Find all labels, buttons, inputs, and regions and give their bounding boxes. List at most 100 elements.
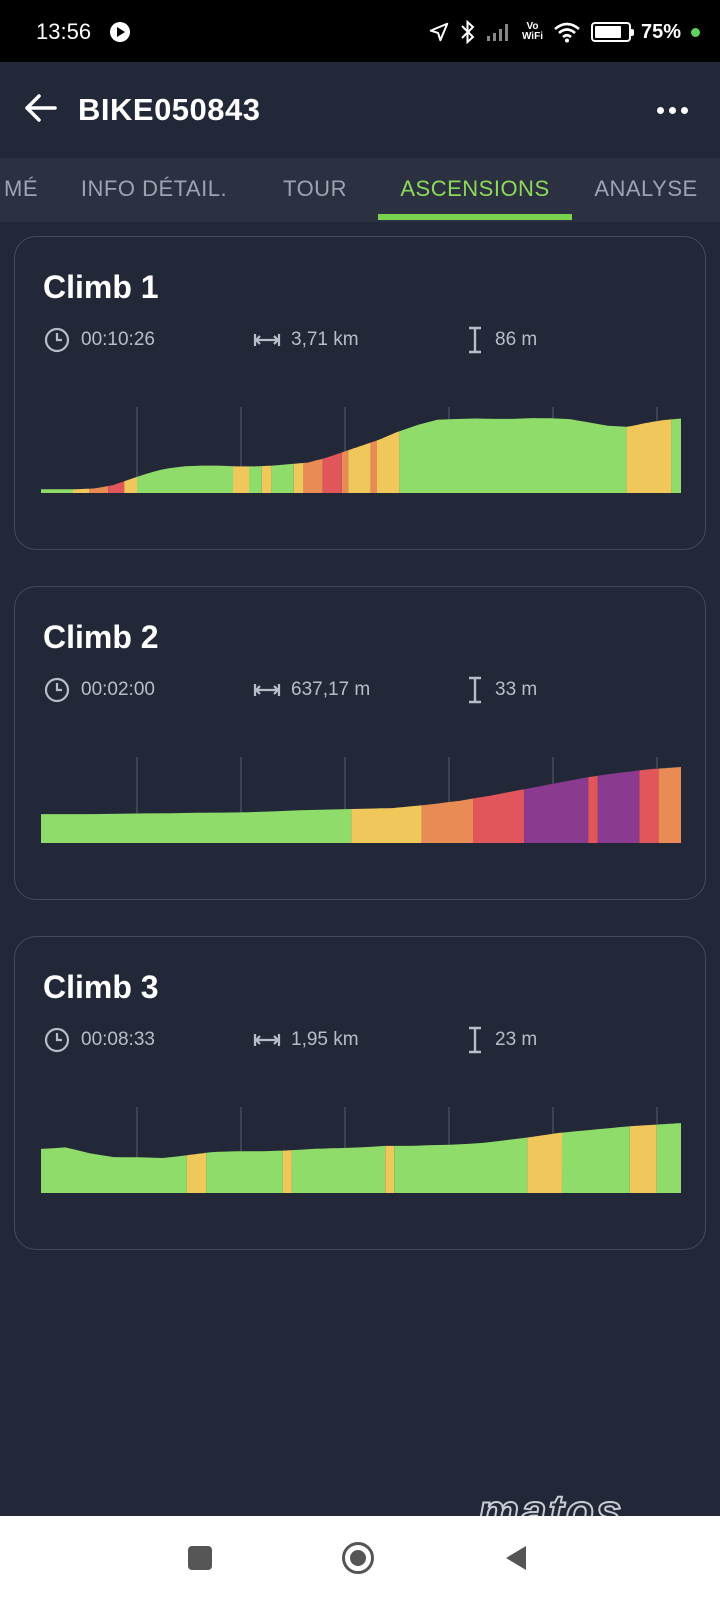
- profile-segment-green: [137, 465, 233, 493]
- profile-segment-yellow: [351, 805, 422, 843]
- more-dot: [656, 106, 664, 114]
- elevation-icon: [469, 1026, 481, 1054]
- location-arrow-icon: [429, 22, 449, 42]
- elevation-profile-chart: [41, 407, 681, 493]
- arrow-left-icon: [25, 94, 57, 122]
- climb-duration: 00:02:00: [43, 675, 155, 705]
- more-dot: [668, 106, 676, 114]
- profile-segment-purple: [597, 770, 640, 843]
- distance-icon: [253, 334, 281, 346]
- profile-segment-red: [639, 768, 659, 843]
- distance-value: 1,95 km: [291, 1029, 359, 1050]
- active-tab-indicator: [378, 214, 572, 220]
- climb-title: Climb 3: [43, 969, 159, 1005]
- profile-segment-orange: [370, 440, 377, 493]
- elevation-value: 86 m: [495, 329, 538, 350]
- climb-distance: 3,71 km: [253, 325, 359, 355]
- profile-segment-green: [271, 463, 294, 493]
- elevation-value: 23 m: [495, 1029, 538, 1050]
- profile-segment-purple: [524, 777, 589, 843]
- climb-card[interactable]: Climb 2 00:02:00 637,17 m 33 m: [14, 586, 706, 900]
- profile-segment-yellow: [626, 419, 672, 493]
- profile-segment-red: [322, 452, 342, 493]
- battery-percent: 75%: [640, 20, 681, 43]
- distance-value: 637,17 m: [291, 679, 371, 700]
- tab-tour[interactable]: TOUR: [283, 176, 347, 201]
- climb-distance: 637,17 m: [253, 675, 370, 705]
- app-header: BIKE050843: [0, 62, 720, 158]
- profile-segment-yellow: [385, 1145, 395, 1193]
- climb-card[interactable]: Climb 1 00:10:26 3,71 km 86 m: [14, 236, 706, 550]
- system-back-button[interactable]: [496, 1538, 536, 1578]
- profile-segment-green: [291, 1145, 386, 1193]
- more-dot: [680, 106, 688, 114]
- profile-segment-red: [588, 775, 598, 843]
- clock-icon: [44, 677, 70, 703]
- elevation-profile-chart: [41, 757, 681, 843]
- tab-analyse[interactable]: ANALYSE: [594, 176, 698, 201]
- distance-icon: [253, 684, 281, 696]
- profile-segment-yellow: [348, 442, 371, 493]
- profile-segment-orange: [341, 450, 349, 493]
- profile-segment-green: [41, 489, 73, 493]
- climb-elevation: 23 m: [465, 1025, 537, 1055]
- clock-icon: [44, 327, 70, 353]
- elevation-value: 33 m: [495, 679, 538, 700]
- profile-segment-red: [473, 789, 525, 843]
- page-title: BIKE050843: [78, 92, 261, 127]
- tab-resume[interactable]: MÉ: [4, 176, 38, 201]
- climb-elevation: 86 m: [465, 325, 537, 355]
- duration-value: 00:08:33: [81, 1029, 155, 1050]
- profile-segment-orange: [303, 458, 323, 493]
- tab-bar: MÉ INFO DÉTAIL. TOUR ASCENSIONS ANALYSE: [0, 158, 720, 222]
- profile-segment-yellow: [73, 488, 89, 493]
- profile-segment-green: [206, 1150, 283, 1193]
- profile-segment-yellow: [377, 431, 400, 493]
- more-options-button[interactable]: [652, 90, 692, 130]
- profile-segment-green: [41, 1147, 187, 1193]
- status-time: 13:56: [36, 19, 92, 44]
- profile-segment-green: [561, 1126, 630, 1193]
- home-circle-icon: [342, 1542, 374, 1574]
- wifi-icon: [554, 22, 580, 43]
- back-button[interactable]: [20, 88, 60, 128]
- status-icons: Vo WiFi 75%: [428, 18, 700, 46]
- battery-icon: [590, 22, 634, 42]
- profile-segment-green: [394, 1137, 528, 1193]
- clock-icon: [44, 1027, 70, 1053]
- profile-segment-yellow: [527, 1132, 562, 1193]
- status-bar: 13:56 Vo WiFi 75%: [0, 0, 720, 62]
- climb-title: Climb 1: [43, 269, 159, 305]
- vowifi-icon: Vo WiFi: [521, 21, 543, 42]
- profile-segment-yellow: [629, 1124, 657, 1193]
- tab-ascensions[interactable]: ASCENSIONS: [400, 176, 550, 201]
- elevation-profile-chart: [41, 1107, 681, 1193]
- profile-segment-orange: [658, 767, 681, 843]
- triangle-back-icon: [506, 1546, 526, 1570]
- duration-value: 00:10:26: [81, 329, 155, 350]
- profile-segment-green: [249, 466, 262, 493]
- profile-segment-red: [108, 481, 125, 493]
- climb-duration: 00:08:33: [43, 1025, 155, 1055]
- profile-segment-yellow: [124, 476, 137, 493]
- distance-value: 3,71 km: [291, 329, 359, 350]
- tab-info-detail[interactable]: INFO DÉTAIL.: [80, 176, 228, 201]
- elevation-icon: [469, 326, 481, 354]
- profile-segment-green: [41, 809, 352, 843]
- climb-elevation: 33 m: [465, 675, 537, 705]
- square-icon: [188, 1546, 212, 1570]
- signal-icon: [486, 24, 508, 41]
- profile-segment-yellow: [293, 463, 304, 493]
- climb-title: Climb 2: [43, 619, 159, 655]
- recents-button[interactable]: [180, 1538, 220, 1578]
- charging-dot-icon: [691, 27, 700, 37]
- climb-duration: 00:10:26: [43, 325, 155, 355]
- climb-card[interactable]: Climb 3 00:08:33 1,95 km 23 m: [14, 936, 706, 1250]
- home-button[interactable]: [338, 1538, 378, 1578]
- duration-value: 00:02:00: [81, 679, 155, 700]
- profile-segment-green: [671, 418, 681, 493]
- distance-icon: [253, 1034, 281, 1046]
- profile-segment-green: [399, 418, 627, 493]
- profile-segment-yellow: [186, 1152, 207, 1193]
- profile-segment-yellow: [233, 466, 249, 493]
